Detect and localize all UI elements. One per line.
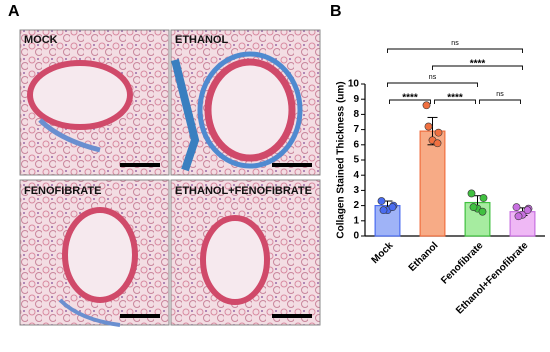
significance-bracket xyxy=(389,99,431,104)
data-point xyxy=(433,139,442,148)
data-point xyxy=(424,122,433,131)
x-tick-label: Mock xyxy=(370,240,396,266)
data-point xyxy=(388,203,397,212)
y-tick-label: 8 xyxy=(353,109,359,120)
y-tick-label: 0 xyxy=(353,231,359,242)
micrograph: ETHANOL xyxy=(170,29,321,176)
micrograph: FENOFIBRATE xyxy=(19,179,170,327)
image-label: FENOFIBRATE xyxy=(24,185,101,197)
significance-bracket xyxy=(434,99,476,104)
panel-label: A xyxy=(8,3,20,20)
bar xyxy=(419,130,446,237)
data-point xyxy=(478,207,487,216)
significance-bracket xyxy=(387,82,478,87)
panel-label: B xyxy=(330,3,342,20)
significance-bracket xyxy=(432,65,523,70)
x-tick-label: Fenofibrate xyxy=(439,240,486,287)
image-label: ETHANOL+FENOFIBRATE xyxy=(175,185,312,197)
y-tick-label: 10 xyxy=(348,79,360,90)
image-label: MOCK xyxy=(24,34,58,46)
data-point xyxy=(379,206,388,215)
y-tick-label: 1 xyxy=(353,215,359,226)
y-axis-label: Collagen Stained Thickness (um) xyxy=(336,81,347,238)
significance-bracket xyxy=(387,48,523,53)
data-point xyxy=(467,189,476,198)
image-label: ETHANOL xyxy=(175,34,228,46)
significance-label: ns xyxy=(496,91,504,98)
data-point xyxy=(479,194,488,202)
y-tick-label: 4 xyxy=(353,170,359,181)
data-point xyxy=(377,197,386,205)
data-point xyxy=(422,101,431,110)
significance-label: **** xyxy=(470,59,486,70)
significance-label: **** xyxy=(447,93,463,104)
x-tick-label: Ethanol xyxy=(407,240,441,274)
data-point xyxy=(512,203,521,212)
micrograph: MOCK xyxy=(19,29,170,176)
y-tick-label: 3 xyxy=(353,185,359,196)
y-tick-label: 7 xyxy=(353,124,359,135)
micrograph: ETHANOL+FENOFIBRATE xyxy=(170,179,321,326)
significance-label: ns xyxy=(451,40,459,47)
significance-label: ns xyxy=(429,74,437,81)
data-point xyxy=(514,212,523,221)
y-tick-label: 2 xyxy=(353,200,359,211)
significance-label: **** xyxy=(402,93,418,104)
y-tick-label: 5 xyxy=(353,155,359,166)
y-tick-label: 6 xyxy=(353,139,359,150)
data-point xyxy=(523,206,532,215)
data-point xyxy=(434,128,443,137)
significance-bracket xyxy=(479,99,521,104)
data-point xyxy=(469,203,478,212)
y-tick-label: 9 xyxy=(353,94,359,105)
